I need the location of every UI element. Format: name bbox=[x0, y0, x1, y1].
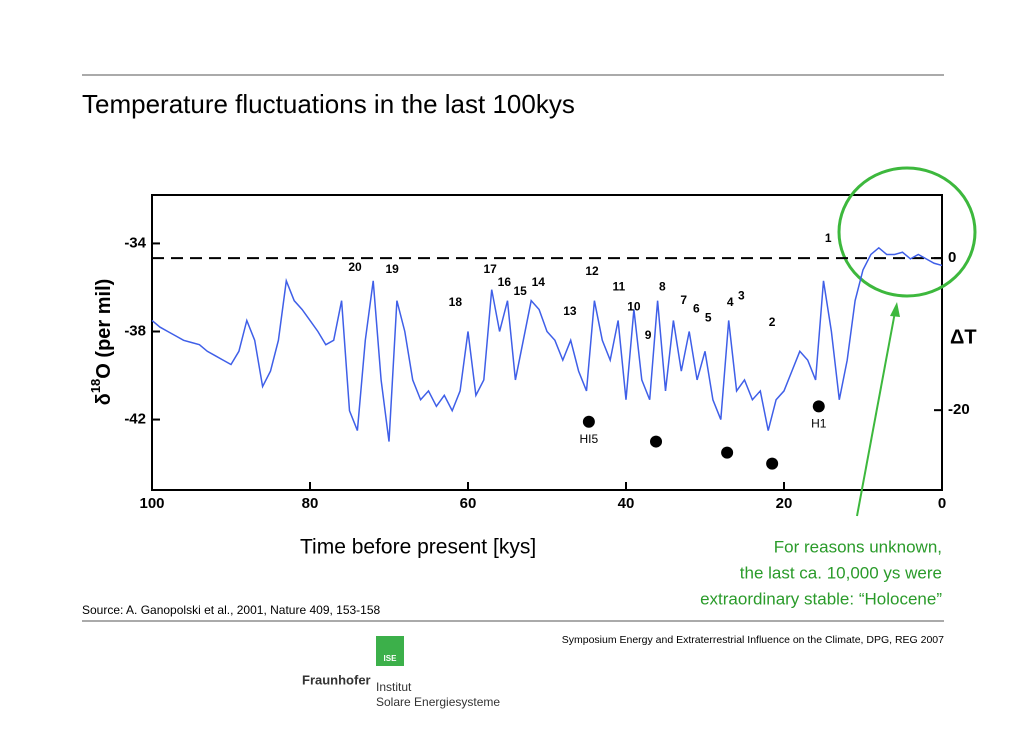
x-axis-label: Time before present [kys] bbox=[300, 536, 536, 559]
x-tick-label: 100 bbox=[139, 495, 164, 512]
event-number: 8 bbox=[659, 280, 666, 294]
event-number: 3 bbox=[738, 288, 745, 302]
event-number: 1 bbox=[825, 231, 832, 245]
y2-tick-label: 0 bbox=[948, 249, 956, 266]
event-label: H1 bbox=[811, 417, 827, 431]
event-number: 7 bbox=[680, 293, 687, 307]
event-number: 2 bbox=[769, 315, 776, 329]
event-dot bbox=[766, 457, 779, 470]
event-number: 20 bbox=[348, 260, 362, 274]
y2-tick-label: -20 bbox=[948, 401, 970, 418]
event-number: 6 bbox=[693, 302, 700, 316]
source: Source: A. Ganopolski et al., 2001, Natu… bbox=[82, 603, 381, 617]
logo-mark bbox=[376, 636, 404, 666]
y2-axis-label: ΔT bbox=[950, 326, 977, 348]
event-dot bbox=[812, 400, 825, 413]
event-dot bbox=[582, 415, 595, 428]
y-label-part: 18 bbox=[88, 379, 103, 393]
highlight-circle bbox=[837, 166, 977, 298]
event-dot bbox=[721, 446, 734, 459]
arrow bbox=[856, 311, 896, 517]
event-number: 15 bbox=[513, 284, 527, 298]
arrow-head bbox=[890, 302, 900, 317]
event-dot bbox=[650, 435, 663, 448]
y-tick-label: -34 bbox=[124, 234, 146, 251]
logo-name: Fraunhofer bbox=[302, 672, 371, 687]
x-tick-label: 60 bbox=[460, 495, 477, 512]
event-number: 10 bbox=[627, 299, 641, 313]
event-number: 18 bbox=[449, 295, 463, 309]
logo-line: Solare Energiesysteme bbox=[376, 695, 500, 709]
event-label: HI5 bbox=[580, 432, 599, 446]
plot-frame bbox=[151, 194, 943, 491]
x-tick-label: 40 bbox=[618, 495, 635, 512]
x-tick-label: 80 bbox=[302, 495, 319, 512]
logo-line: Institut bbox=[376, 680, 412, 694]
footer: Symposium Energy and Extraterrestrial In… bbox=[562, 634, 944, 646]
data-line bbox=[151, 246, 943, 442]
event-number: 12 bbox=[585, 264, 599, 278]
note-line: the last ca. 10,000 ys were bbox=[740, 563, 942, 582]
event-number: 13 bbox=[563, 304, 577, 318]
y-label-part: δ bbox=[93, 393, 115, 405]
event-number: 9 bbox=[645, 328, 652, 342]
event-number: 5 bbox=[705, 310, 712, 324]
logo-mark-text: ISE bbox=[384, 654, 398, 663]
x-tick-label: 0 bbox=[938, 495, 946, 512]
event-number: 16 bbox=[498, 275, 512, 289]
note-line: For reasons unknown, bbox=[774, 537, 942, 556]
y-tick-label: -42 bbox=[124, 411, 146, 428]
event-number: 19 bbox=[385, 262, 399, 276]
event-number: 11 bbox=[613, 280, 626, 294]
slide-title: Temperature fluctuations in the last 100… bbox=[82, 89, 575, 119]
event-number: 14 bbox=[532, 275, 546, 289]
event-number: 17 bbox=[483, 262, 497, 276]
event-number: 4 bbox=[727, 295, 734, 309]
y-axis-label: δ18O (per mil) bbox=[88, 279, 115, 406]
note-line: extraordinary stable: “Holocene” bbox=[700, 589, 942, 608]
y-label-part: O (per mil) bbox=[93, 279, 115, 379]
y-tick-label: -38 bbox=[124, 322, 146, 339]
x-tick-label: 20 bbox=[776, 495, 793, 512]
